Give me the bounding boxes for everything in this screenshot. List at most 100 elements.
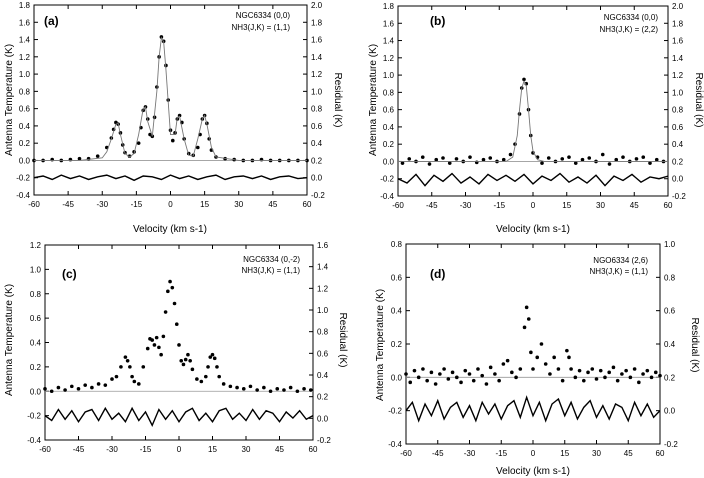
annotation-line-1: NGO6334 (2,6) <box>593 256 648 265</box>
data-point <box>441 156 445 160</box>
y2-tick-label: 0.8 <box>311 105 323 114</box>
y2-tick-label: 1.4 <box>317 263 329 272</box>
data-point <box>524 305 529 310</box>
data-point <box>493 372 497 376</box>
data-point <box>600 152 605 157</box>
data-point <box>628 375 633 380</box>
data-point <box>262 385 266 390</box>
data-point <box>288 385 293 390</box>
data-point <box>658 373 662 378</box>
data-point <box>150 338 154 342</box>
y2-tick-label: 1.0 <box>672 88 684 97</box>
y-tick-label: -0.4 <box>380 192 394 201</box>
y2-tick-label: 0.2 <box>311 156 323 165</box>
x-tick-label: 30 <box>596 201 605 210</box>
data-point <box>95 154 100 158</box>
y-tick-label: 0.8 <box>19 87 31 96</box>
data-point <box>508 152 513 157</box>
y-tick-label: 0.8 <box>383 88 395 97</box>
data-point <box>476 367 480 371</box>
x-tick-label: -60 <box>39 445 51 454</box>
y2-tick-label: 0.0 <box>664 407 676 416</box>
x-tick-label: -60 <box>400 449 412 458</box>
data-point <box>573 161 578 165</box>
data-point <box>526 317 531 321</box>
data-point <box>181 362 186 367</box>
data-point <box>228 384 233 389</box>
y2-tick-label: 0.8 <box>664 273 676 282</box>
panel-label: (d) <box>430 267 445 281</box>
y2-tick-label: 1.0 <box>311 87 323 96</box>
data-point <box>632 367 637 371</box>
y-tick-label: -0.4 <box>27 436 41 445</box>
data-point <box>420 155 425 159</box>
data-point <box>637 380 641 385</box>
residual-line <box>44 406 314 428</box>
y-tick-label: 1.8 <box>19 1 31 10</box>
x-tick-label: 30 <box>242 445 251 454</box>
x-tick-label: 15 <box>200 200 209 209</box>
y-axis-title: Antenna Temperature (K) <box>4 44 15 156</box>
data-point <box>518 367 523 371</box>
data-point <box>302 387 306 391</box>
data-point <box>90 385 94 390</box>
x-tick-label: 0 <box>177 445 182 454</box>
x-tick-label: 45 <box>268 200 277 209</box>
y2-tick-label: 1.0 <box>664 240 676 249</box>
data-point <box>433 382 438 386</box>
data-point <box>497 378 501 383</box>
data-point <box>221 382 226 386</box>
data-point <box>127 154 132 158</box>
data-point <box>255 388 259 392</box>
data-point <box>471 378 476 383</box>
y-tick-label: 1.8 <box>383 2 395 11</box>
data-point <box>425 378 429 383</box>
data-point <box>141 365 146 369</box>
data-point <box>529 350 533 355</box>
y2-tick-label: 2.0 <box>311 1 323 10</box>
annotation-line-1: NGC6334 (0,-2) <box>243 255 300 264</box>
x-tick-label: -45 <box>73 445 85 454</box>
data-point <box>560 378 565 383</box>
data-point <box>186 352 190 357</box>
y2-tick-label: 0.6 <box>672 123 684 132</box>
data-point <box>560 157 565 161</box>
x-tick-label: -30 <box>106 445 118 454</box>
y-tick-label: 0.2 <box>383 140 395 149</box>
data-point <box>501 157 506 162</box>
data-point <box>103 383 108 387</box>
data-point <box>412 368 417 373</box>
data-point <box>467 372 472 376</box>
x-tick-label: -60 <box>392 201 404 210</box>
data-point <box>427 162 432 166</box>
data-point <box>408 380 413 385</box>
y-tick-label: -0.4 <box>388 440 402 449</box>
data-point <box>152 343 157 347</box>
y2-tick-label: -0.2 <box>664 440 678 449</box>
data-point <box>183 357 188 362</box>
y-tick-label: 0.0 <box>19 156 31 165</box>
y2-tick-label: 0.8 <box>317 328 329 337</box>
y-tick-label: 0.2 <box>30 363 42 372</box>
x-axis-title: Velocity (km s-1) <box>133 224 207 235</box>
panel-label: (b) <box>430 14 445 28</box>
residual-line <box>397 172 669 187</box>
data-point <box>468 155 472 159</box>
x-tick-label: 0 <box>531 201 536 210</box>
x-tick-label: 60 <box>656 449 665 458</box>
x-tick-label: 30 <box>592 449 601 458</box>
data-point <box>195 377 199 381</box>
data-point <box>598 368 603 373</box>
y-tick-label: 0.6 <box>30 314 42 323</box>
data-point <box>624 368 628 373</box>
data-point <box>168 279 172 284</box>
data-point <box>170 285 175 290</box>
data-point <box>548 372 552 376</box>
data-point <box>407 157 412 161</box>
y2-tick-label: 1.6 <box>317 241 329 250</box>
annotation-line-2: NH3(J,K) = (1,1) <box>232 23 291 32</box>
data-point <box>400 161 405 165</box>
x-tick-label: -15 <box>493 201 505 210</box>
data-point <box>174 322 179 327</box>
